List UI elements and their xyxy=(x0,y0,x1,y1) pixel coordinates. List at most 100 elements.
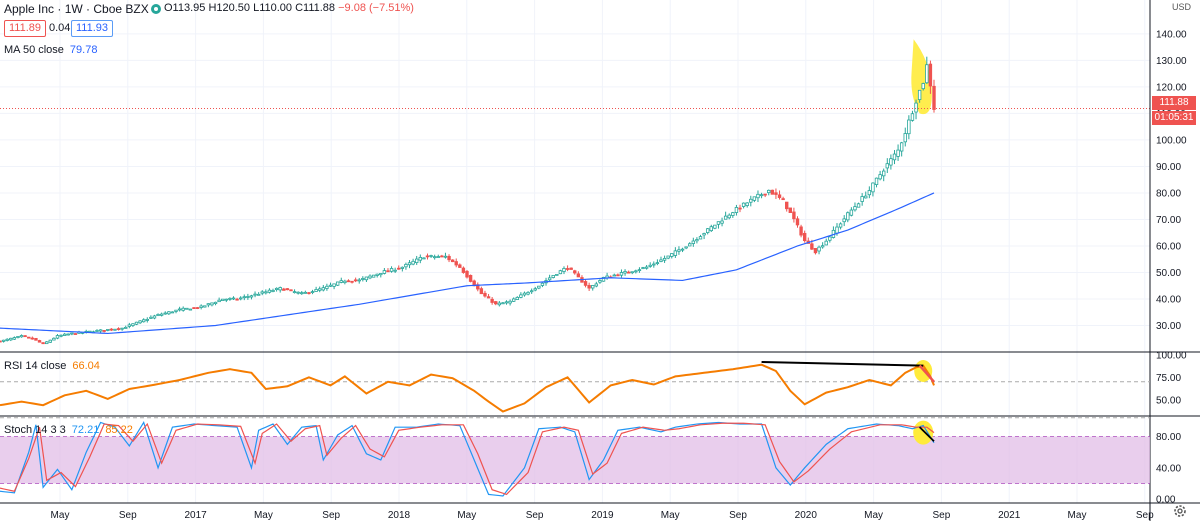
candle-body xyxy=(199,305,203,308)
candle-body xyxy=(5,338,9,341)
candle-body xyxy=(138,320,142,324)
candle-body xyxy=(163,312,167,315)
candle-body xyxy=(616,274,620,277)
candle-body xyxy=(242,296,246,299)
candle-body xyxy=(479,288,484,295)
x-tick-label: 2019 xyxy=(591,510,614,521)
candle-body xyxy=(874,177,879,185)
candle-body xyxy=(558,270,563,275)
candle-body xyxy=(400,266,405,269)
x-tick-label: May xyxy=(661,510,680,521)
x-tick-label: May xyxy=(864,510,883,521)
candle-body xyxy=(145,318,149,321)
x-tick-label: Sep xyxy=(526,510,544,521)
candle-body xyxy=(55,335,60,339)
candle-body xyxy=(928,63,933,87)
candle-body xyxy=(641,267,645,269)
candle-body xyxy=(871,182,875,193)
candle-body xyxy=(598,280,602,283)
candle-body xyxy=(846,212,850,221)
candle-body xyxy=(447,255,451,261)
candle-body xyxy=(810,243,814,250)
ma-label: MA 50 close xyxy=(4,44,64,56)
x-tick-label: May xyxy=(457,510,476,521)
candle-body xyxy=(785,201,789,210)
stoch-label: Stoch 14 3 3 xyxy=(4,424,66,436)
candle-body xyxy=(601,276,606,282)
candle-body xyxy=(443,255,448,258)
candle-body xyxy=(777,194,782,198)
candle-body xyxy=(716,221,721,225)
candle-body xyxy=(73,333,78,335)
candle-body xyxy=(889,158,893,166)
gear-icon[interactable] xyxy=(1172,503,1188,519)
candle-body xyxy=(235,298,239,301)
candle-body xyxy=(802,232,807,242)
eye-icon[interactable] xyxy=(150,3,162,15)
candle-body xyxy=(98,329,103,332)
candle-body xyxy=(910,113,915,121)
candle-body xyxy=(537,285,541,289)
candle-body xyxy=(95,330,99,332)
candle-body xyxy=(185,307,189,310)
candle-body xyxy=(849,209,854,216)
candle-body xyxy=(264,291,268,294)
rsi-tick-label: 100.00 xyxy=(1156,350,1187,361)
candle-body xyxy=(310,291,315,293)
candle-body xyxy=(152,315,157,319)
candle-body xyxy=(576,273,581,278)
candle-body xyxy=(335,281,340,286)
stoch-drop-arrow xyxy=(919,426,935,442)
x-tick-label: 2017 xyxy=(184,510,207,521)
candle-body xyxy=(134,321,139,325)
candle-body xyxy=(799,226,803,236)
stoch-band-fill xyxy=(0,436,1150,484)
candle-body xyxy=(666,255,670,259)
candle-body xyxy=(763,193,767,196)
stoch-legend[interactable]: Stoch 14 3 3 72.21 85.22 xyxy=(4,424,133,436)
candle-body xyxy=(551,274,555,278)
candle-body xyxy=(458,264,462,268)
candle-body xyxy=(404,263,408,268)
candle-body xyxy=(70,332,74,335)
candle-body xyxy=(759,194,764,197)
candle-body xyxy=(361,278,365,280)
rsi-legend[interactable]: RSI 14 close 66.04 xyxy=(4,360,100,372)
candle-body xyxy=(756,193,760,199)
candle-body xyxy=(62,333,67,336)
candle-body xyxy=(9,337,13,341)
candle-body xyxy=(662,257,667,261)
candle-body xyxy=(407,262,412,266)
candle-body xyxy=(16,336,20,338)
rsi-trendline xyxy=(761,361,924,367)
candle-body xyxy=(702,233,706,236)
candle-body xyxy=(292,291,297,294)
candle-body xyxy=(0,340,2,343)
candle-body xyxy=(486,296,491,299)
candle-body xyxy=(113,328,117,331)
candle-body xyxy=(418,257,422,261)
candle-body xyxy=(300,292,304,295)
candle-body xyxy=(192,307,196,310)
sell-price-box[interactable]: 111.89 xyxy=(4,20,47,37)
stoch-k-value: 72.21 xyxy=(71,424,100,436)
candle-body xyxy=(30,337,35,340)
spread-value: 0.04 xyxy=(49,22,71,34)
currency-label: USD xyxy=(1172,2,1192,12)
candle-body xyxy=(274,287,279,290)
candle-body xyxy=(698,236,703,240)
candle-body xyxy=(432,256,437,259)
candle-body xyxy=(170,311,175,314)
candle-body xyxy=(422,257,426,260)
stoch-tick-label: 40.00 xyxy=(1156,463,1181,474)
candle-body xyxy=(494,301,498,305)
price-tick-label: 140.00 xyxy=(1156,29,1187,40)
candle-body xyxy=(267,289,272,293)
ma-legend[interactable]: MA 50 close 79.78 xyxy=(4,44,97,56)
symbol-title[interactable]: Apple Inc · 1W · Cboe BZX xyxy=(4,2,149,16)
buy-price-box[interactable]: 111.93 xyxy=(71,20,114,37)
candle-body xyxy=(587,285,591,289)
candle-body xyxy=(515,296,519,300)
candle-body xyxy=(483,292,487,297)
